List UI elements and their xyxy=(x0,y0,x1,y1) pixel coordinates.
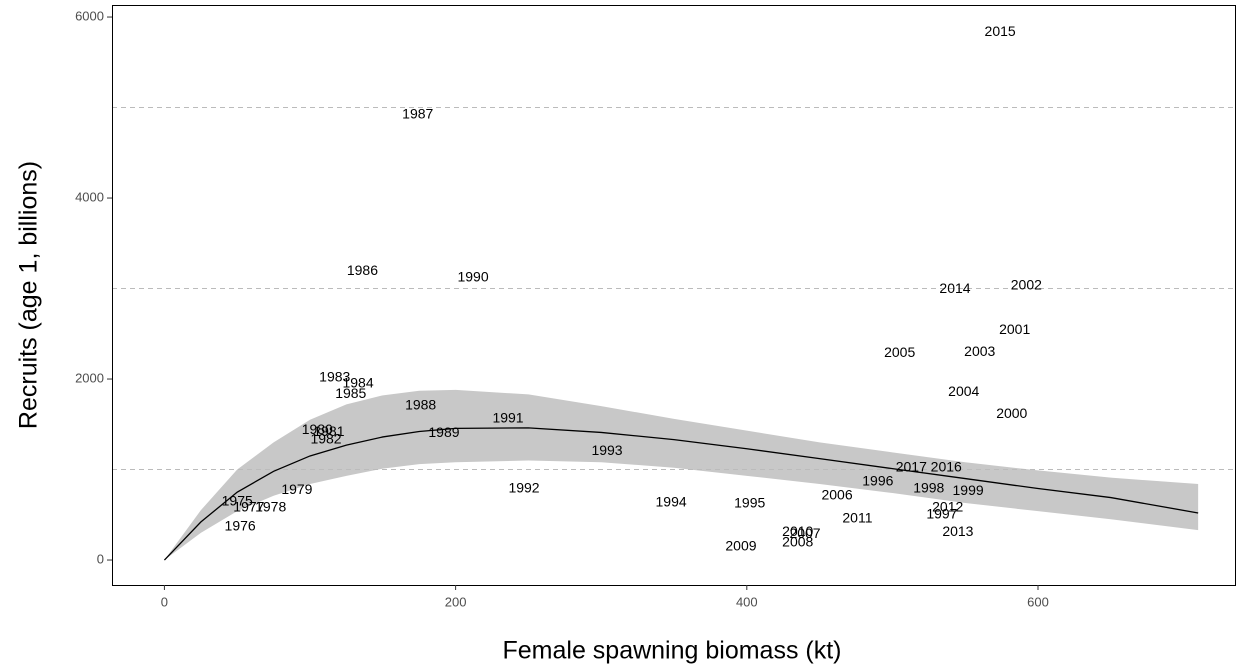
y-axis-title: Recruits (age 1, billions) xyxy=(15,161,43,429)
year-point: 1997 xyxy=(926,506,957,522)
year-point: 2017 xyxy=(896,459,927,475)
x-tick-label: 0 xyxy=(161,594,168,609)
year-point: 2003 xyxy=(964,343,995,359)
y-tick-label: 6000 xyxy=(75,8,104,23)
x-tick-label: 200 xyxy=(445,594,467,609)
year-point: 1998 xyxy=(913,480,944,496)
year-point: 1977 xyxy=(233,499,264,515)
year-point: 1991 xyxy=(492,410,523,426)
x-axis-title: Female spawning biomass (kt) xyxy=(502,637,841,665)
year-point: 1980 xyxy=(302,421,333,437)
year-point: 1978 xyxy=(255,499,286,515)
year-point: 1993 xyxy=(591,442,622,458)
year-point: 2016 xyxy=(931,459,962,475)
year-point: 2002 xyxy=(1011,277,1042,293)
year-point: 2008 xyxy=(782,534,813,550)
year-point: 2011 xyxy=(842,510,872,526)
year-point: 2009 xyxy=(725,538,756,554)
year-point: 2001 xyxy=(999,321,1030,337)
year-point: 1999 xyxy=(953,482,984,498)
year-point: 1979 xyxy=(281,481,312,497)
year-point: 2000 xyxy=(996,405,1027,421)
year-point: 2015 xyxy=(985,23,1016,39)
year-point: 2004 xyxy=(948,383,979,399)
year-point: 2007 xyxy=(789,525,820,541)
y-tick-label: 4000 xyxy=(75,189,104,204)
year-point: 1996 xyxy=(862,473,893,489)
year-point: 1988 xyxy=(405,397,436,413)
year-point: 1984 xyxy=(342,375,373,391)
year-point: 1975 xyxy=(222,493,253,509)
year-point: 1983 xyxy=(319,369,350,385)
year-point: 1992 xyxy=(508,480,539,496)
year-point: 1995 xyxy=(734,495,765,511)
year-point: 1985 xyxy=(335,385,366,401)
year-point: 1981 xyxy=(313,423,344,439)
year-point: 2005 xyxy=(884,344,915,360)
y-tick-label: 2000 xyxy=(75,370,104,385)
year-point: 1990 xyxy=(457,269,488,285)
year-point: 1982 xyxy=(310,431,341,447)
x-tick-label: 400 xyxy=(736,594,758,609)
year-point: 1994 xyxy=(656,494,687,510)
year-point: 1987 xyxy=(402,106,433,122)
year-point: 2010 xyxy=(782,523,813,539)
confidence-band xyxy=(164,389,1199,561)
year-point: 2014 xyxy=(939,280,970,296)
year-point: 1976 xyxy=(225,518,256,534)
year-point: 2006 xyxy=(821,487,852,503)
fit-line xyxy=(163,427,1199,561)
x-tick-label: 600 xyxy=(1027,594,1049,609)
year-point: 1986 xyxy=(347,262,378,278)
y-tick-label: 0 xyxy=(97,551,104,566)
year-point: 2012 xyxy=(932,499,963,515)
year-point: 2013 xyxy=(942,523,973,539)
year-point: 1989 xyxy=(428,424,459,440)
